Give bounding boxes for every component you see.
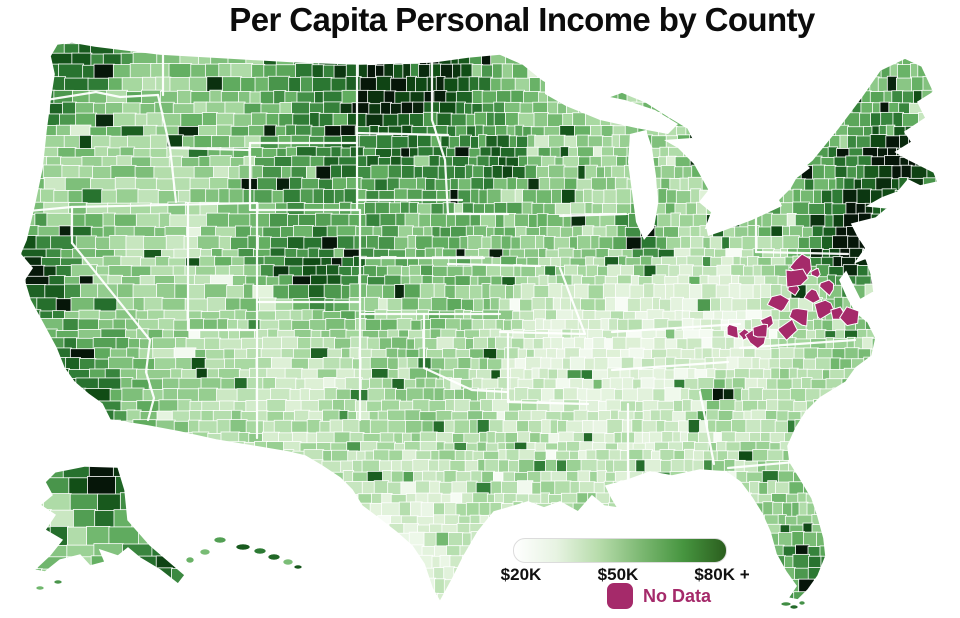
legend-tick-min: $20K (500, 565, 542, 584)
no-data-label: No Data (643, 586, 712, 606)
no-data-counties (726, 253, 860, 350)
great-lakes (545, 82, 810, 240)
islands (35, 536, 806, 610)
alaska-coastline (32, 465, 186, 585)
legend-gradient-bar (513, 538, 727, 563)
us-coastline (19, 41, 940, 604)
no-data-swatch (607, 583, 633, 609)
legend-tick-max: $80K + (694, 565, 750, 584)
legend: $20K $50K $80K + No Data (485, 535, 775, 617)
legend-tick-mid: $50K (597, 565, 639, 584)
